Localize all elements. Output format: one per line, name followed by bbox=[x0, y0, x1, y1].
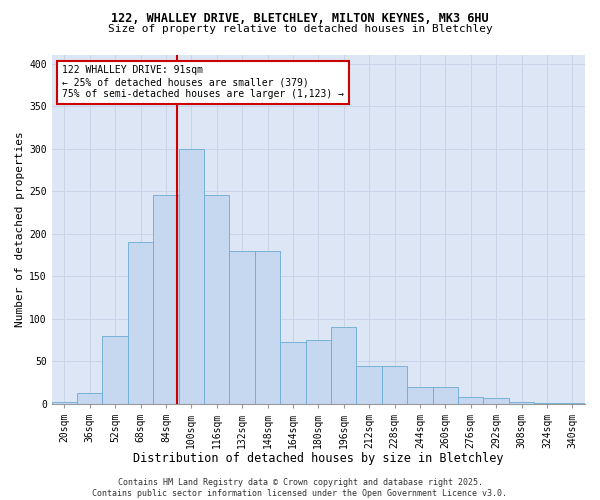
X-axis label: Distribution of detached houses by size in Bletchley: Distribution of detached houses by size … bbox=[133, 452, 503, 465]
Bar bbox=[305, 340, 331, 404]
Bar bbox=[128, 242, 153, 404]
Bar bbox=[331, 327, 356, 404]
Bar bbox=[255, 250, 280, 404]
Text: Size of property relative to detached houses in Bletchley: Size of property relative to detached ho… bbox=[107, 24, 493, 34]
Text: Contains HM Land Registry data © Crown copyright and database right 2025.
Contai: Contains HM Land Registry data © Crown c… bbox=[92, 478, 508, 498]
Bar bbox=[229, 250, 255, 404]
Bar bbox=[280, 342, 305, 404]
Bar bbox=[382, 366, 407, 404]
Bar bbox=[534, 402, 560, 404]
Bar bbox=[509, 402, 534, 404]
Bar bbox=[484, 398, 509, 404]
Bar bbox=[433, 386, 458, 404]
Bar bbox=[103, 336, 128, 404]
Bar bbox=[204, 196, 229, 404]
Bar bbox=[77, 394, 103, 404]
Text: 122, WHALLEY DRIVE, BLETCHLEY, MILTON KEYNES, MK3 6HU: 122, WHALLEY DRIVE, BLETCHLEY, MILTON KE… bbox=[111, 12, 489, 26]
Bar bbox=[52, 402, 77, 404]
Bar bbox=[560, 402, 585, 404]
Bar bbox=[407, 386, 433, 404]
Bar bbox=[356, 366, 382, 404]
Bar bbox=[153, 196, 179, 404]
Bar bbox=[179, 148, 204, 404]
Bar bbox=[458, 397, 484, 404]
Y-axis label: Number of detached properties: Number of detached properties bbox=[15, 132, 25, 327]
Text: 122 WHALLEY DRIVE: 91sqm
← 25% of detached houses are smaller (379)
75% of semi-: 122 WHALLEY DRIVE: 91sqm ← 25% of detach… bbox=[62, 66, 344, 98]
